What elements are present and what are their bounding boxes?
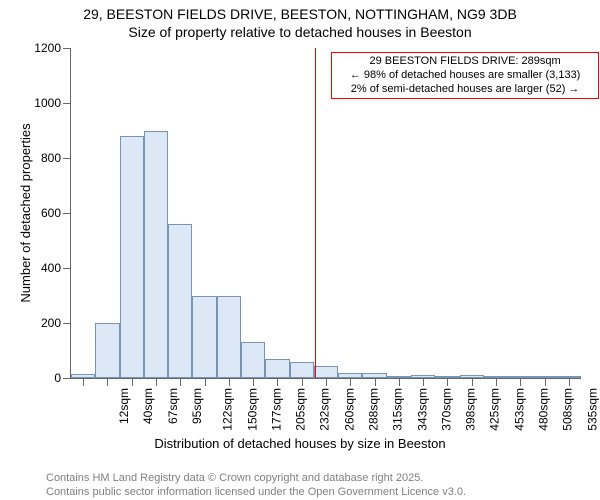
x-axis-label: Distribution of detached houses by size … (0, 436, 600, 451)
histogram-bar (241, 342, 265, 378)
x-tick (399, 378, 400, 386)
x-tick (520, 378, 521, 386)
x-tick-label: 288sqm (367, 388, 381, 431)
histogram-bar (217, 296, 241, 379)
x-tick (302, 378, 303, 386)
histogram-bar (290, 362, 314, 379)
y-tick-label: 400 (41, 261, 61, 275)
credit-line-2: Contains public sector information licen… (46, 486, 466, 498)
x-tick-label: 177sqm (270, 388, 284, 431)
y-tick (63, 48, 71, 49)
x-tick (132, 378, 133, 386)
histogram-bar (120, 136, 144, 378)
y-tick-label: 600 (41, 206, 61, 220)
x-tick-label: 12sqm (117, 388, 131, 424)
chart-title-line1: 29, BEESTON FIELDS DRIVE, BEESTON, NOTTI… (0, 6, 600, 22)
histogram-bar (95, 323, 119, 378)
x-tick-label: 370sqm (440, 388, 454, 431)
x-tick-label: 425sqm (488, 388, 502, 431)
x-tick-label: 535sqm (585, 388, 599, 431)
y-tick-label: 1000 (34, 96, 61, 110)
histogram-bar (144, 131, 168, 379)
x-tick (375, 378, 376, 386)
reference-line (315, 48, 316, 378)
y-tick-label: 0 (54, 371, 61, 385)
credit-line-1: Contains HM Land Registry data © Crown c… (46, 472, 423, 484)
x-tick-label: 95sqm (190, 388, 204, 424)
x-tick-label: 508sqm (561, 388, 575, 431)
annotation-line: 2% of semi-detached houses are larger (5… (336, 83, 594, 97)
x-tick-label: 343sqm (415, 388, 429, 431)
x-tick-label: 398sqm (464, 388, 478, 431)
x-tick (569, 378, 570, 386)
y-tick (63, 323, 71, 324)
x-tick (350, 378, 351, 386)
y-tick (63, 213, 71, 214)
x-tick (253, 378, 254, 386)
x-tick-label: 122sqm (221, 388, 235, 431)
x-tick (83, 378, 84, 386)
x-tick (423, 378, 424, 386)
x-tick-label: 150sqm (245, 388, 259, 431)
x-tick (496, 378, 497, 386)
x-tick (205, 378, 206, 386)
x-tick (447, 378, 448, 386)
y-tick (63, 378, 71, 379)
annotation-box: 29 BEESTON FIELDS DRIVE: 289sqm← 98% of … (331, 52, 599, 99)
y-axis-label: Number of detached properties (18, 48, 33, 378)
x-tick (545, 378, 546, 386)
annotation-line: 29 BEESTON FIELDS DRIVE: 289sqm (336, 55, 594, 69)
x-tick-label: 480sqm (537, 388, 551, 431)
y-tick-label: 800 (41, 151, 61, 165)
x-tick-label: 40sqm (141, 388, 155, 424)
y-tick-label: 1200 (34, 41, 61, 55)
x-tick (472, 378, 473, 386)
histogram-bar (168, 224, 192, 378)
x-tick (277, 378, 278, 386)
x-tick (180, 378, 181, 386)
histogram-bar (265, 359, 289, 378)
x-tick-label: 232sqm (318, 388, 332, 431)
histogram-bar (314, 366, 338, 378)
x-tick-label: 315sqm (391, 388, 405, 431)
y-tick (63, 158, 71, 159)
chart-frame: 29, BEESTON FIELDS DRIVE, BEESTON, NOTTI… (0, 0, 600, 500)
chart-title-line2: Size of property relative to detached ho… (0, 24, 600, 40)
y-tick (63, 268, 71, 269)
plot-area: 02004006008001000120012sqm40sqm67sqm95sq… (70, 48, 581, 379)
x-tick (326, 378, 327, 386)
x-tick-label: 67sqm (166, 388, 180, 424)
y-tick (63, 103, 71, 104)
y-tick-label: 200 (41, 316, 61, 330)
x-tick-label: 205sqm (294, 388, 308, 431)
x-tick (107, 378, 108, 386)
histogram-bar (192, 296, 216, 379)
annotation-line: ← 98% of detached houses are smaller (3,… (336, 69, 594, 83)
x-tick-label: 260sqm (342, 388, 356, 431)
x-tick (229, 378, 230, 386)
x-tick (156, 378, 157, 386)
x-tick-label: 453sqm (512, 388, 526, 431)
